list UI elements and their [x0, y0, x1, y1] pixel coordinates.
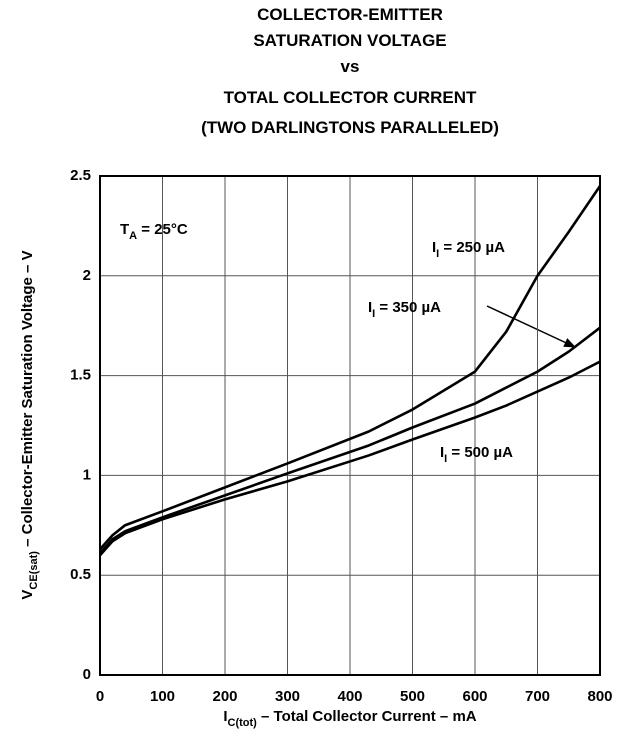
series-label: II = 500 µA: [440, 444, 513, 465]
x-tick-label: 100: [150, 688, 175, 705]
x-axis-label-text: – Total Collector Current – mA: [257, 708, 477, 725]
chart-title: vs: [341, 57, 360, 76]
x-tick-label: 0: [96, 688, 104, 705]
annotation-base: T: [120, 221, 129, 238]
series-line: [99, 360, 601, 557]
x-tick-label: 600: [462, 688, 487, 705]
series-label-sub: I: [444, 453, 447, 465]
y-tick-label: 0: [83, 666, 91, 683]
x-axis-label: IC(tot) – Total Collector Current – mA: [223, 708, 476, 729]
x-tick-label: 800: [587, 688, 612, 705]
y-tick-label: 1: [83, 466, 91, 483]
annotation: TA = 25°C: [120, 221, 188, 242]
y-tick-label: 0.5: [70, 566, 91, 583]
series-label-sub: I: [372, 308, 375, 320]
y-axis-label-text: – Collector-Emitter Saturation Voltage –…: [19, 250, 36, 551]
y-tick-label: 2: [83, 267, 91, 284]
series-label-base: I: [440, 444, 444, 461]
series-label: II = 250 µA: [432, 239, 505, 260]
x-axis-label-base: I: [223, 708, 227, 725]
x-tick-label: 300: [275, 688, 300, 705]
y-axis-label-sub: CE(sat): [28, 551, 40, 590]
y-tick-label: 1.5: [70, 367, 91, 384]
chart-title: SATURATION VOLTAGE: [253, 31, 446, 50]
x-axis-label-sub: C(tot): [228, 717, 258, 729]
series-label-text: = 500 µA: [447, 444, 513, 461]
y-axis-label-base: V: [19, 590, 36, 600]
y-tick-label: 2.5: [70, 167, 91, 184]
annotation-text: = 25°C: [137, 221, 188, 238]
chart-title: (TWO DARLINGTONS PARALLELED): [201, 118, 499, 137]
x-tick-label: 400: [337, 688, 362, 705]
series-label-text: = 250 µA: [439, 239, 505, 256]
x-tick-label: 500: [400, 688, 425, 705]
annotation-sub: A: [129, 230, 137, 242]
series-label-base: I: [432, 239, 436, 256]
annotation-arrow: [486, 305, 577, 348]
series-label-base: I: [368, 299, 372, 316]
series-line: [99, 185, 602, 551]
x-tick-label: 700: [525, 688, 550, 705]
series-label-text: = 350 µA: [375, 299, 441, 316]
chart-title: COLLECTOR-EMITTER: [257, 5, 443, 24]
plot-border: [99, 175, 601, 676]
x-tick-label: 200: [212, 688, 237, 705]
series-line: [99, 326, 601, 555]
y-axis-label: VCE(sat) – Collector-Emitter Saturation …: [19, 250, 40, 599]
series-label: II = 350 µA: [368, 299, 441, 320]
chart-title: TOTAL COLLECTOR CURRENT: [224, 88, 477, 107]
series-label-sub: I: [436, 248, 439, 260]
